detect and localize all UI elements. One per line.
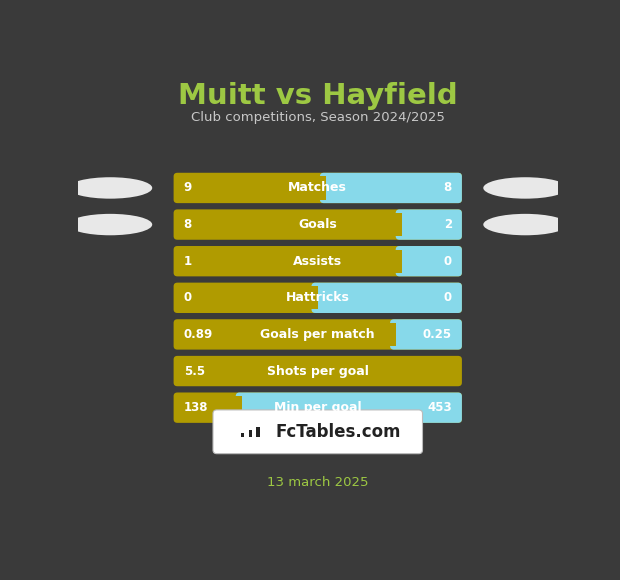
Text: Goals per match: Goals per match bbox=[260, 328, 375, 341]
Text: FcTables.com: FcTables.com bbox=[275, 423, 401, 441]
Text: Club competitions, Season 2024/2025: Club competitions, Season 2024/2025 bbox=[191, 111, 445, 124]
Text: Goals: Goals bbox=[298, 218, 337, 231]
Text: Shots per goal: Shots per goal bbox=[267, 365, 369, 378]
FancyBboxPatch shape bbox=[174, 209, 462, 240]
FancyBboxPatch shape bbox=[174, 356, 462, 386]
Text: 0: 0 bbox=[444, 255, 452, 268]
Ellipse shape bbox=[68, 214, 153, 235]
FancyBboxPatch shape bbox=[249, 430, 252, 437]
Ellipse shape bbox=[483, 214, 567, 235]
Text: 0: 0 bbox=[444, 291, 452, 305]
FancyBboxPatch shape bbox=[390, 319, 462, 350]
FancyBboxPatch shape bbox=[236, 393, 462, 423]
FancyBboxPatch shape bbox=[256, 427, 260, 437]
Text: 13 march 2025: 13 march 2025 bbox=[267, 476, 368, 489]
FancyBboxPatch shape bbox=[177, 249, 402, 273]
FancyBboxPatch shape bbox=[177, 213, 402, 236]
FancyBboxPatch shape bbox=[177, 176, 326, 200]
Text: 0.25: 0.25 bbox=[423, 328, 452, 341]
Text: 8: 8 bbox=[184, 218, 192, 231]
FancyBboxPatch shape bbox=[174, 393, 462, 423]
FancyBboxPatch shape bbox=[177, 396, 242, 419]
Text: 0: 0 bbox=[184, 291, 192, 305]
FancyBboxPatch shape bbox=[396, 246, 462, 277]
Ellipse shape bbox=[68, 177, 153, 199]
FancyBboxPatch shape bbox=[311, 282, 462, 313]
Text: Assists: Assists bbox=[293, 255, 342, 268]
FancyBboxPatch shape bbox=[177, 323, 396, 346]
FancyBboxPatch shape bbox=[241, 433, 244, 437]
Text: 453: 453 bbox=[427, 401, 452, 414]
Text: Min per goal: Min per goal bbox=[274, 401, 361, 414]
FancyBboxPatch shape bbox=[177, 286, 317, 309]
Text: 0.89: 0.89 bbox=[184, 328, 213, 341]
Text: 2: 2 bbox=[444, 218, 452, 231]
Text: 5.5: 5.5 bbox=[184, 365, 205, 378]
FancyBboxPatch shape bbox=[174, 282, 462, 313]
FancyBboxPatch shape bbox=[396, 209, 462, 240]
Text: 1: 1 bbox=[184, 255, 192, 268]
FancyBboxPatch shape bbox=[174, 246, 462, 277]
FancyBboxPatch shape bbox=[213, 410, 422, 454]
Text: Hattricks: Hattricks bbox=[286, 291, 350, 305]
Text: 8: 8 bbox=[443, 182, 452, 194]
FancyBboxPatch shape bbox=[174, 173, 462, 203]
Text: Matches: Matches bbox=[288, 182, 347, 194]
FancyBboxPatch shape bbox=[320, 173, 462, 203]
Text: 9: 9 bbox=[184, 182, 192, 194]
FancyBboxPatch shape bbox=[174, 319, 462, 350]
Ellipse shape bbox=[483, 177, 567, 199]
Text: 138: 138 bbox=[184, 401, 208, 414]
Text: Muitt vs Hayfield: Muitt vs Hayfield bbox=[178, 82, 458, 110]
